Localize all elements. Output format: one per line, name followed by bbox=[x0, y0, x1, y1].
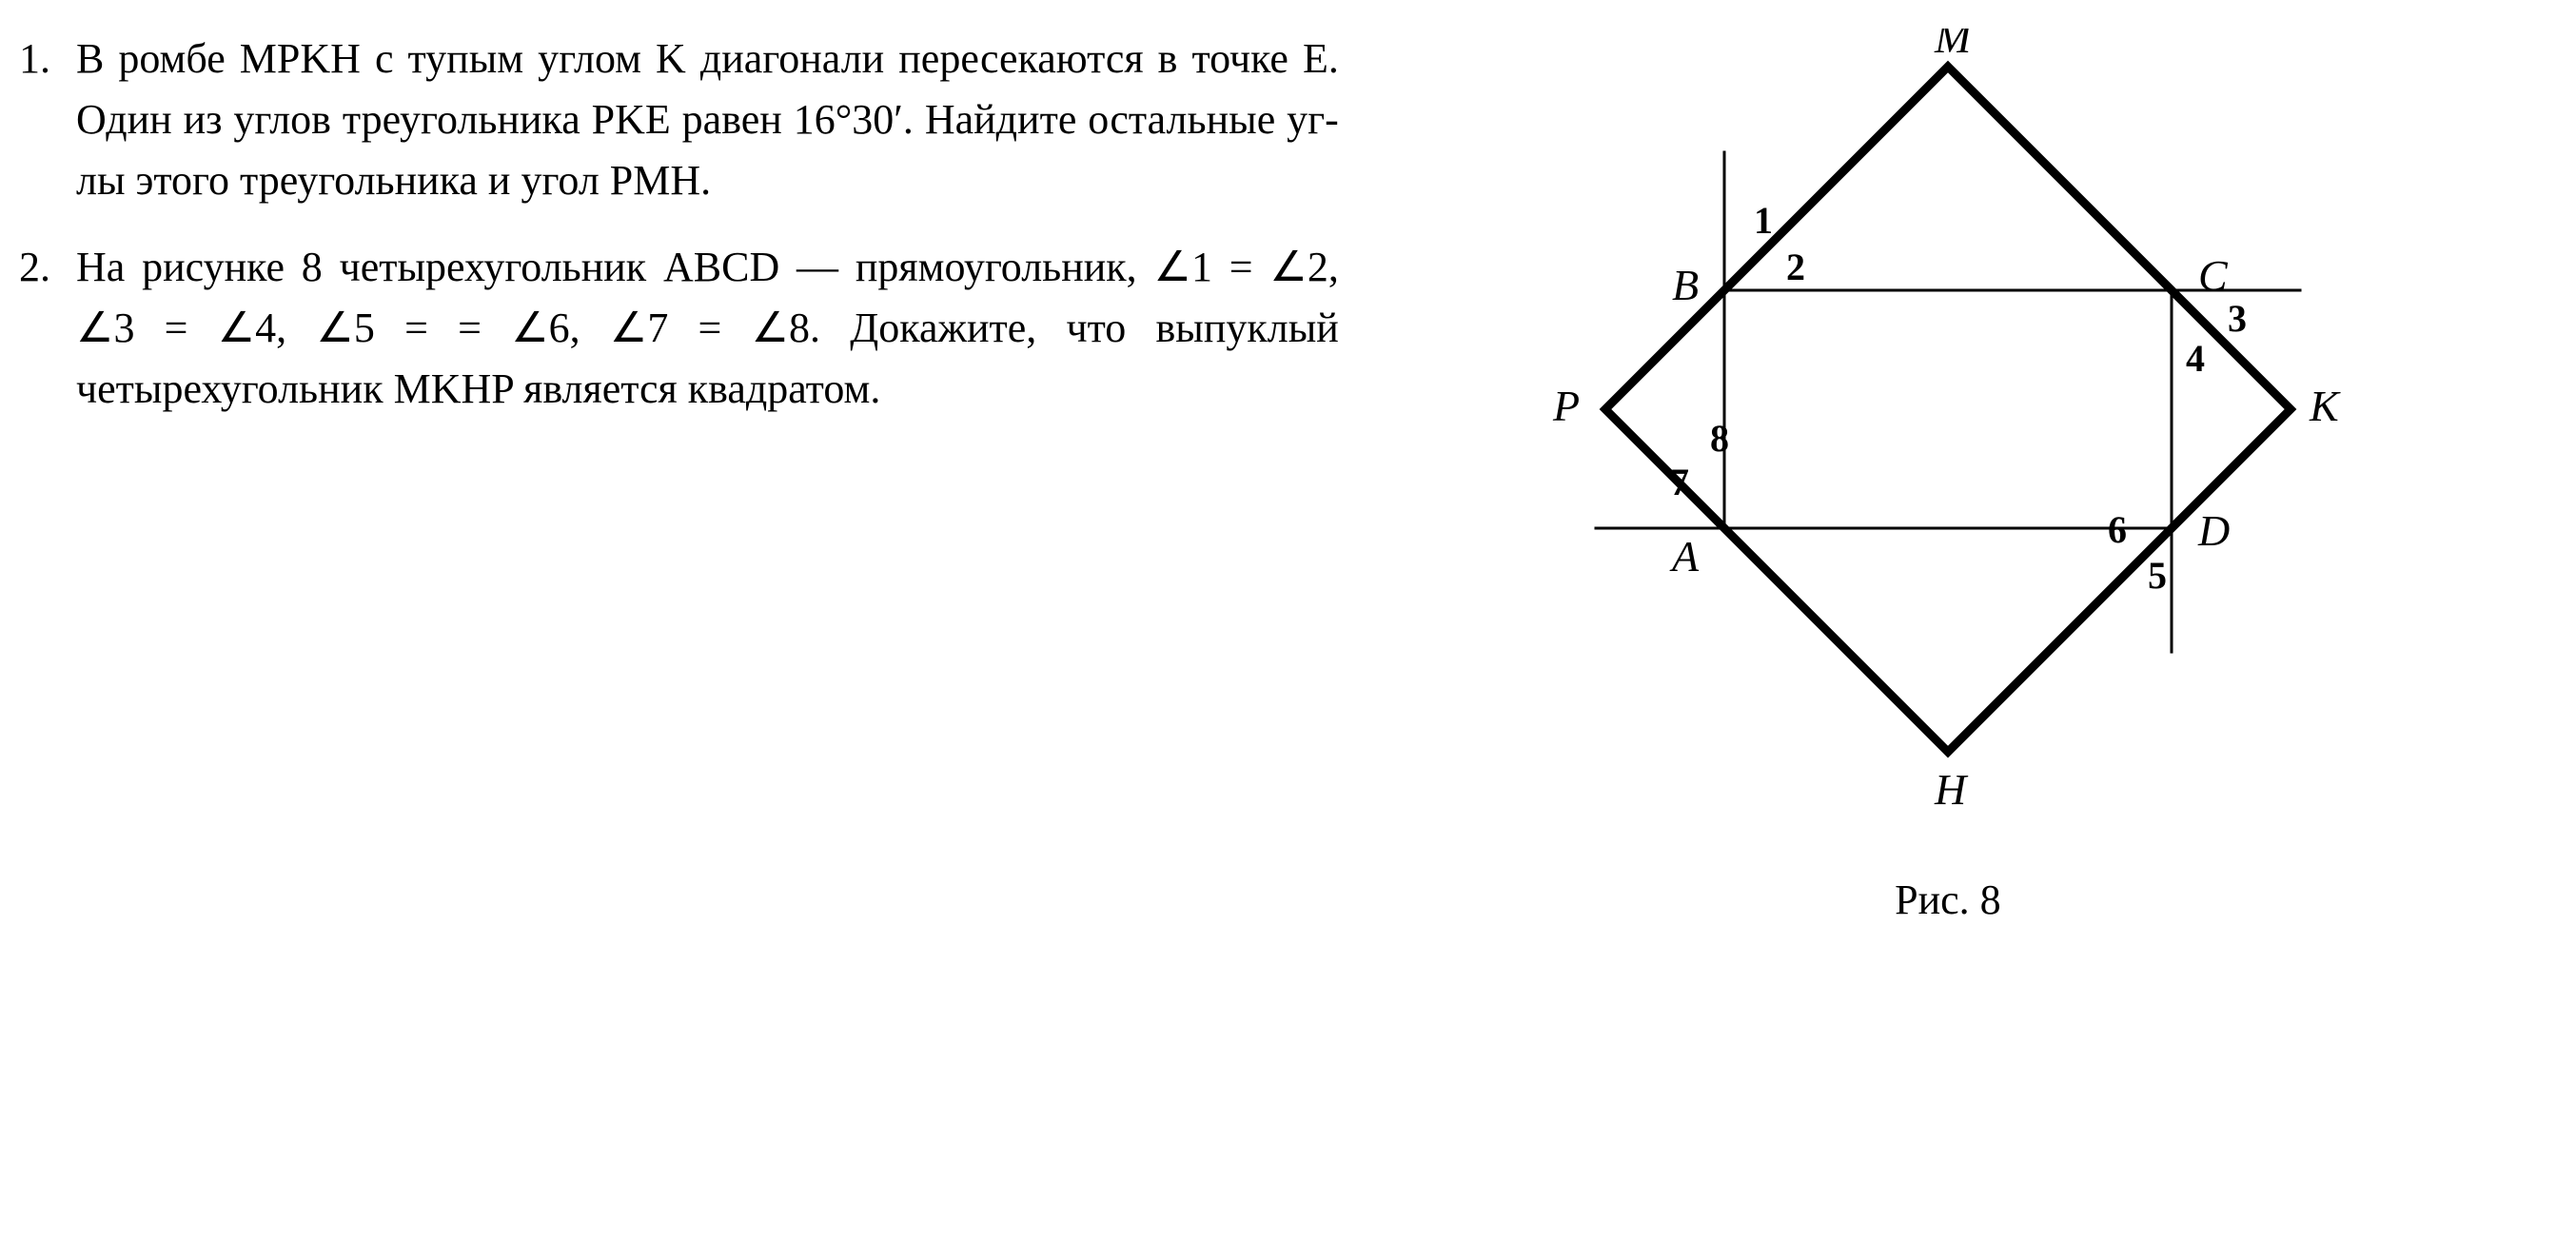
svg-text:B: B bbox=[1672, 261, 1699, 309]
problem-2-number: 2. bbox=[19, 237, 76, 419]
figure-column: M K H P B C D A 12 34 56 78 Рис. 8 bbox=[1377, 29, 2519, 924]
problems-column: 1. В ромбе MPKH с тупым уг­лом K диагона… bbox=[19, 29, 1339, 924]
svg-text:8: 8 bbox=[1710, 417, 1729, 460]
problem-2-text: На рисунке 8 четырехуголь­ник ABCD — пря… bbox=[76, 237, 1339, 419]
figure-caption: Рис. 8 bbox=[1895, 876, 2001, 924]
svg-text:2: 2 bbox=[1786, 246, 1805, 288]
svg-text:C: C bbox=[2198, 251, 2229, 300]
svg-text:M: M bbox=[1934, 29, 1974, 62]
svg-text:3: 3 bbox=[2228, 297, 2247, 340]
svg-text:K: K bbox=[2309, 382, 2341, 430]
svg-text:A: A bbox=[1669, 532, 1700, 581]
problem-1-number: 1. bbox=[19, 29, 76, 210]
svg-text:6: 6 bbox=[2108, 508, 2127, 551]
geometry-diagram: M K H P B C D A 12 34 56 78 bbox=[1539, 29, 2357, 857]
problem-1: 1. В ромбе MPKH с тупым уг­лом K диагона… bbox=[19, 29, 1339, 210]
problem-1-text: В ромбе MPKH с тупым уг­лом K диагонали … bbox=[76, 29, 1339, 210]
svg-text:7: 7 bbox=[1670, 461, 1689, 503]
svg-text:D: D bbox=[2197, 506, 2230, 555]
problem-2: 2. На рисунке 8 четырехуголь­ник ABCD — … bbox=[19, 237, 1339, 419]
svg-text:4: 4 bbox=[2186, 337, 2205, 380]
svg-text:P: P bbox=[1552, 382, 1580, 430]
svg-text:H: H bbox=[1934, 765, 1969, 814]
svg-text:1: 1 bbox=[1754, 199, 1773, 242]
svg-text:5: 5 bbox=[2148, 554, 2167, 597]
